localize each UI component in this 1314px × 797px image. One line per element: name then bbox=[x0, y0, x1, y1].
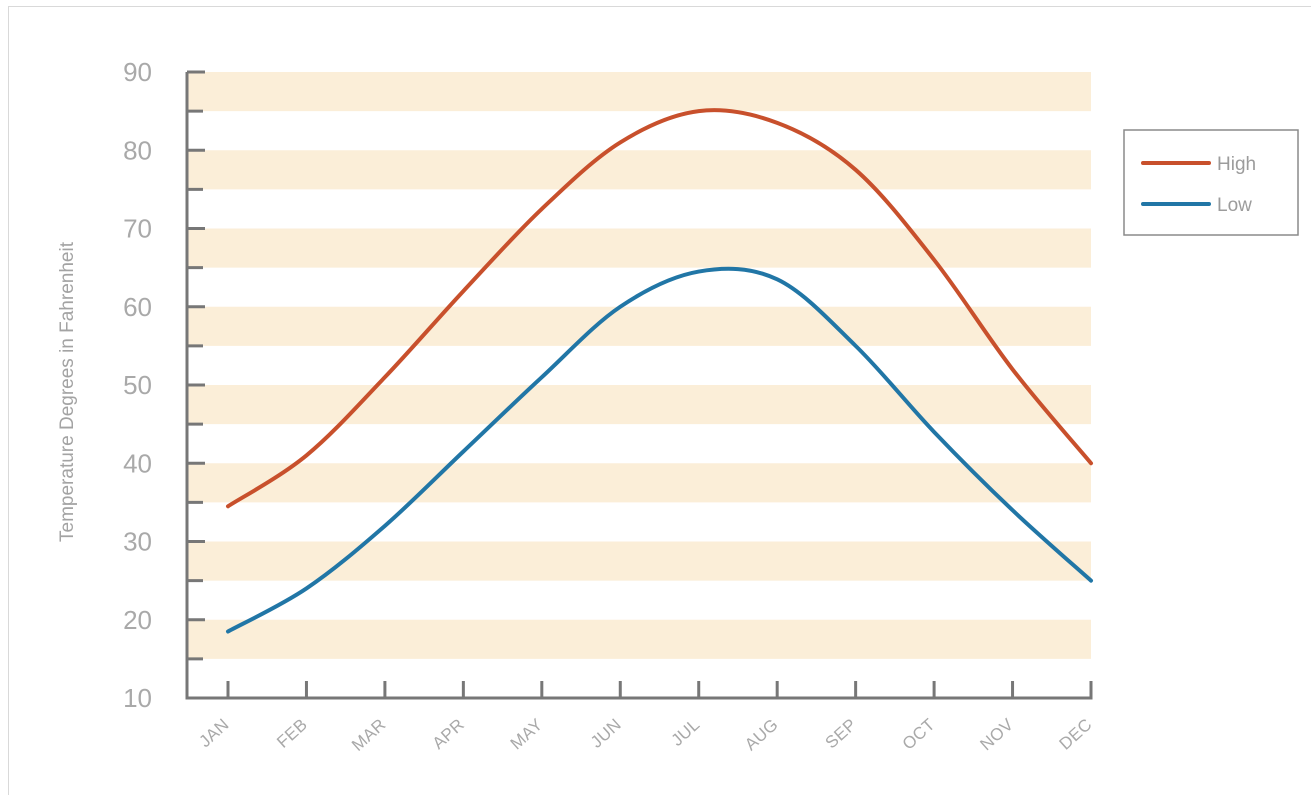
y-tick-label: 10 bbox=[123, 683, 152, 713]
x-tick-label: JAN bbox=[195, 715, 232, 751]
x-tick-label: MAR bbox=[348, 715, 389, 755]
series-line-low bbox=[226, 266, 1093, 634]
x-tick-label: JUL bbox=[668, 715, 704, 750]
grid-band bbox=[187, 463, 1091, 503]
grid-band bbox=[187, 72, 1091, 112]
y-tick-label: 30 bbox=[123, 527, 152, 557]
y-axis-ticks: 10 20 30 40 50 60 70 80 90 bbox=[123, 57, 205, 713]
grid-bands bbox=[187, 72, 1091, 659]
x-axis-ticks: JAN FEB MAR APR MAY JUN JUL AUG SEP OCT NOV DEC bbox=[195, 681, 1096, 755]
legend: High Low bbox=[1123, 129, 1299, 236]
x-tick-label: OCT bbox=[899, 715, 939, 754]
x-tick-label: MAY bbox=[507, 715, 547, 754]
x-tick-label: JUN bbox=[587, 715, 625, 752]
y-axis-title: Temperature Degrees in Fahrenheit bbox=[57, 241, 78, 542]
series-line-high bbox=[226, 108, 1093, 509]
y-tick-label: 60 bbox=[123, 292, 152, 322]
y-tick-label: 80 bbox=[123, 135, 152, 165]
grid-band bbox=[187, 306, 1091, 346]
y-tick-label: 50 bbox=[123, 370, 152, 400]
legend-label-low: Low bbox=[1217, 195, 1252, 216]
legend-label-high: High bbox=[1217, 154, 1256, 175]
series-lines bbox=[226, 108, 1093, 634]
grid-band bbox=[187, 150, 1091, 190]
y-tick-label: 90 bbox=[123, 57, 152, 87]
grid-band bbox=[187, 541, 1091, 581]
x-tick-label: AUG bbox=[741, 715, 782, 754]
x-tick-label: FEB bbox=[273, 715, 311, 752]
grid-band bbox=[187, 619, 1091, 659]
y-tick-label: 20 bbox=[123, 605, 152, 635]
grid-band bbox=[187, 228, 1091, 268]
grid-band bbox=[187, 385, 1091, 425]
x-tick-label: NOV bbox=[976, 715, 1017, 755]
x-tick-label: SEP bbox=[822, 715, 861, 752]
y-tick-label: 40 bbox=[123, 448, 152, 478]
legend-box bbox=[1123, 129, 1299, 236]
y-tick-label: 70 bbox=[123, 214, 152, 244]
x-tick-label: DEC bbox=[1056, 715, 1096, 754]
x-tick-label: APR bbox=[429, 715, 468, 753]
